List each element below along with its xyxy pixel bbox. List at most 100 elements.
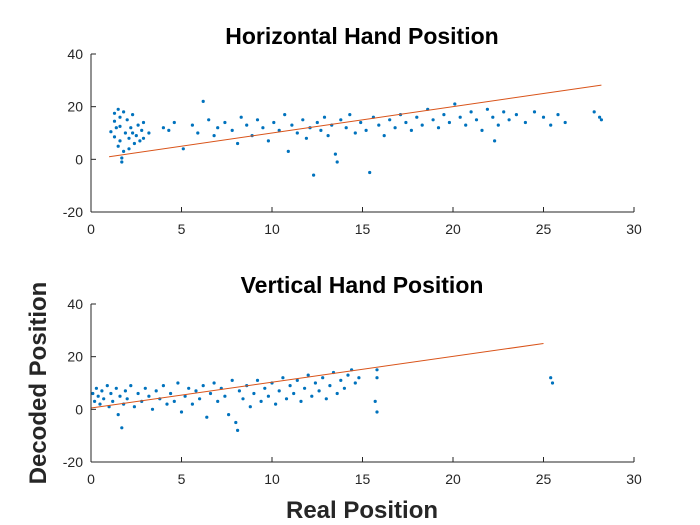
data-point: [303, 386, 307, 390]
data-point: [324, 397, 328, 401]
data-point: [266, 139, 270, 143]
data-point: [223, 394, 227, 398]
data-point: [136, 123, 140, 127]
data-point: [353, 131, 357, 135]
x-tick-label: 25: [536, 221, 552, 237]
data-point: [114, 386, 118, 390]
data-point: [123, 131, 127, 135]
data-point: [310, 394, 314, 398]
top-chart-fit-line: [109, 84, 602, 158]
data-point: [312, 173, 316, 177]
data-point: [447, 120, 451, 125]
data-point: [321, 376, 325, 380]
data-point: [272, 120, 276, 125]
data-point: [292, 391, 296, 396]
data-point: [138, 139, 142, 143]
data-point: [132, 141, 136, 146]
data-point: [239, 115, 243, 119]
data-point: [131, 113, 135, 117]
y-tick-label: 40: [67, 46, 83, 62]
data-point: [514, 113, 519, 117]
data-point: [549, 376, 553, 380]
data-point: [129, 384, 133, 388]
data-point: [541, 115, 546, 119]
data-point: [132, 405, 136, 409]
data-point: [94, 386, 98, 390]
data-point: [480, 128, 484, 132]
data-point: [207, 118, 211, 122]
data-point: [507, 118, 511, 122]
y-tick-label: 20: [67, 99, 83, 115]
data-point: [375, 376, 379, 380]
data-point: [165, 402, 169, 406]
data-point: [118, 124, 122, 128]
data-point: [295, 131, 299, 135]
data-point: [134, 134, 138, 138]
data-point: [458, 115, 462, 119]
data-point: [111, 399, 115, 403]
data-point: [167, 128, 171, 132]
data-point: [286, 149, 290, 153]
y-tick-label: 0: [75, 151, 83, 167]
data-point: [502, 110, 506, 114]
data-point: [131, 131, 135, 135]
data-point: [404, 120, 408, 125]
data-point: [147, 131, 151, 135]
data-point: [129, 126, 133, 130]
data-point: [109, 130, 113, 134]
data-point: [122, 149, 126, 153]
y-tick-label: -20: [63, 454, 83, 470]
data-point: [183, 394, 187, 398]
data-point: [112, 111, 117, 115]
data-point: [122, 110, 126, 114]
data-point: [234, 420, 238, 425]
data-point: [120, 156, 124, 160]
data-point: [120, 426, 124, 430]
data-point: [436, 126, 441, 130]
data-point: [190, 402, 194, 406]
data-point: [93, 399, 97, 403]
data-point: [550, 381, 555, 385]
data-point: [102, 397, 106, 401]
data-point: [284, 397, 289, 401]
data-point: [245, 123, 249, 127]
data-point: [474, 118, 479, 122]
data-point: [201, 384, 205, 388]
y-tick-label: -20: [63, 204, 83, 220]
data-point: [161, 126, 165, 130]
data-point: [409, 128, 413, 132]
data-point: [393, 126, 397, 130]
data-point: [598, 115, 602, 119]
data-point: [277, 128, 281, 132]
data-point: [140, 128, 144, 132]
y-axis-label: Decoded Position: [25, 282, 52, 485]
data-point: [335, 160, 339, 164]
data-point: [299, 399, 303, 403]
data-point: [290, 123, 294, 127]
x-tick-label: 5: [178, 221, 186, 237]
data-point: [98, 402, 102, 406]
x-tick-label: 30: [626, 221, 642, 237]
data-point: [563, 120, 567, 125]
data-point: [382, 134, 386, 138]
data-point: [127, 136, 131, 140]
bottom-chart-title: Vertical Hand Position: [241, 272, 484, 298]
x-tick-label: 15: [355, 221, 371, 237]
data-point: [196, 131, 200, 135]
data-point: [190, 123, 194, 127]
data-point: [319, 128, 323, 132]
data-point: [281, 376, 285, 380]
data-point: [388, 118, 392, 122]
data-point: [179, 410, 184, 414]
data-point: [453, 102, 457, 106]
data-point: [315, 120, 319, 125]
data-point: [141, 136, 146, 140]
data-point: [306, 373, 310, 377]
data-point: [274, 402, 278, 406]
data-point: [328, 384, 332, 388]
data-point: [236, 141, 240, 146]
data-point: [364, 128, 368, 132]
data-point: [339, 378, 343, 382]
data-point: [125, 397, 129, 401]
